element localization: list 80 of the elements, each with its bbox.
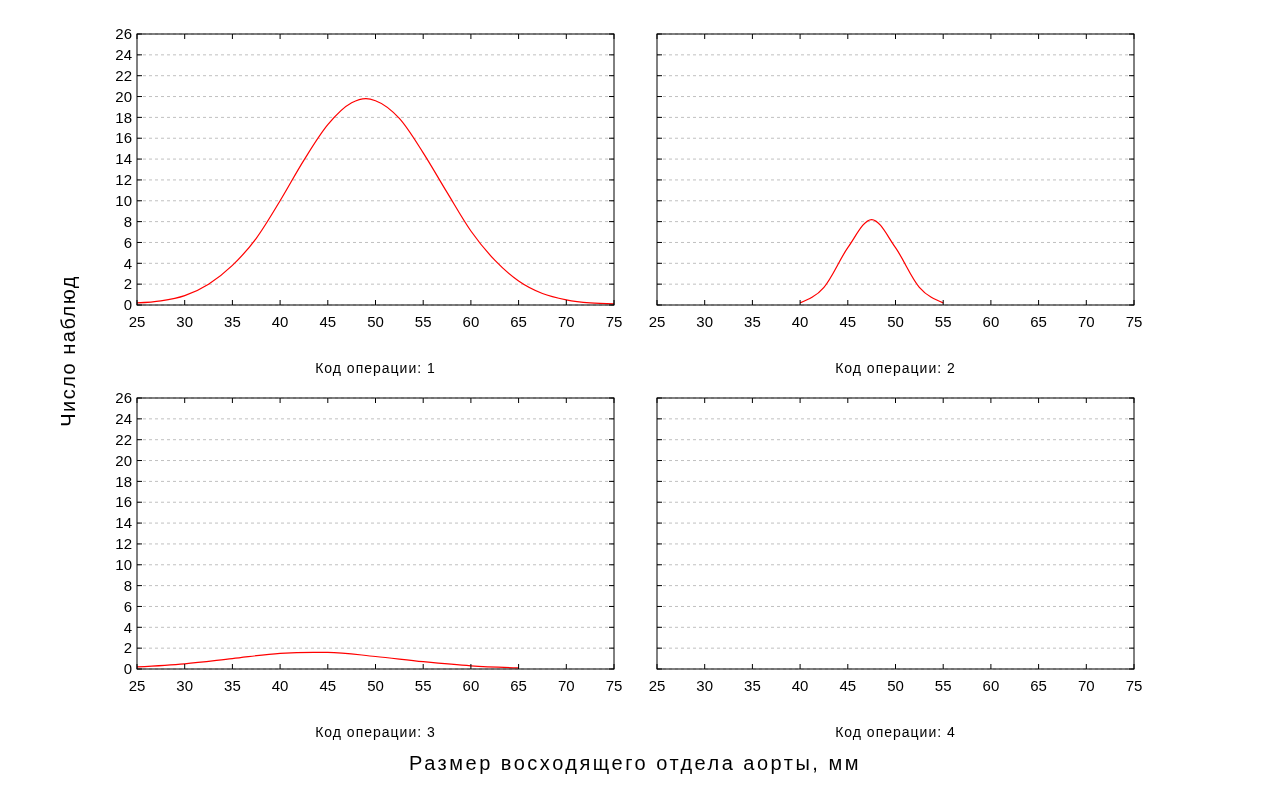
x-tick-label: 60 [462,313,480,330]
x-tick-label: 40 [271,313,289,330]
x-axis-title: Код операции: 1 [315,360,436,376]
x-tick-label: 65 [510,677,527,694]
x-tick-label: 35 [224,677,241,694]
y-tick-label: 2 [123,275,132,293]
y-tick-label: 26 [115,25,132,43]
x-tick-label: 25 [648,677,666,694]
y-tick-label: 26 [115,389,132,407]
x-tick-label: 55 [934,313,952,330]
y-tick-label: 20 [115,451,132,469]
x-tick-label: 65 [1030,313,1047,330]
x-tick-label: 70 [557,677,575,694]
x-tick-label: 60 [462,677,480,694]
x-tick-label: 50 [887,677,904,694]
text: Размер восходящего отдела аорты, мм [409,752,861,774]
x-tick-label: 60 [982,677,1000,694]
x-tick-label: 65 [1030,677,1047,694]
x-tick-label: 50 [367,677,384,694]
x-tick-label: 40 [271,677,289,694]
x-tick-label: 45 [319,313,337,330]
x-tick-label: 75 [605,313,623,330]
x-tick-label: 45 [319,677,337,694]
y-tick-label: 18 [115,472,132,490]
line-series [136,98,615,305]
x-tick-label: 50 [887,313,904,330]
y-tick-label: 12 [115,535,132,553]
x-tick-label: 35 [744,313,761,330]
x-tick-label: 75 [1125,313,1143,330]
x-tick-label: 30 [696,313,714,330]
y-tick-label: 10 [115,192,132,210]
y-tick-label: 0 [123,296,132,314]
y-tick-label: 8 [123,212,132,230]
x-tick-label: 40 [791,677,809,694]
y-tick-label: 22 [115,66,132,84]
x-tick-label: 30 [696,677,714,694]
y-tick-label: 4 [123,254,132,272]
x-tick-label: 45 [839,313,857,330]
x-tick-label: 70 [557,313,575,330]
y-tick-label: 4 [123,618,132,636]
x-tick-label: 75 [605,677,623,694]
x-tick-label: 30 [176,313,194,330]
y-tick-label: 6 [123,597,132,615]
x-tick-label: 50 [367,313,384,330]
y-tick-label: 14 [115,514,132,532]
y-tick-label: 24 [115,410,132,428]
x-tick-label: 30 [176,677,194,694]
line-series [136,651,520,669]
x-tick-label: 55 [934,677,952,694]
x-tick-label: 35 [224,313,241,330]
x-tick-label: 70 [1077,677,1095,694]
y-tick-label: 10 [115,556,132,574]
x-tick-label: 25 [128,313,146,330]
y-axis-title: Число наблюд [57,275,79,427]
x-axis-title: Код операции: 4 [835,724,956,740]
y-tick-label: 12 [115,171,132,189]
y-tick-label: 16 [115,129,132,147]
x-tick-label: 40 [791,313,809,330]
y-tick-label: 6 [123,233,132,251]
y-tick-label: 14 [115,150,132,168]
x-axis-title: Код операции: 2 [835,360,956,376]
y-tick-label: 8 [123,576,132,594]
x-tick-label: 55 [414,677,432,694]
y-tick-label: 22 [115,430,132,448]
x-axis-title: Код операции: 3 [315,724,436,740]
y-tick-label: 18 [115,108,132,126]
y-tick-label: 16 [115,493,132,511]
y-tick-label: 24 [115,46,132,64]
x-tick-label: 45 [839,677,857,694]
x-tick-label: 70 [1077,313,1095,330]
x-tick-label: 75 [1125,677,1143,694]
x-tick-label: 65 [510,313,527,330]
x-tick-label: 55 [414,313,432,330]
y-tick-label: 2 [123,639,132,657]
x-tick-label: 25 [128,677,146,694]
x-tick-label: 60 [982,313,1000,330]
y-tick-label: 20 [115,87,132,105]
y-tick-label: 0 [123,660,132,678]
x-tick-label: 35 [744,677,761,694]
x-tick-label: 25 [648,313,666,330]
